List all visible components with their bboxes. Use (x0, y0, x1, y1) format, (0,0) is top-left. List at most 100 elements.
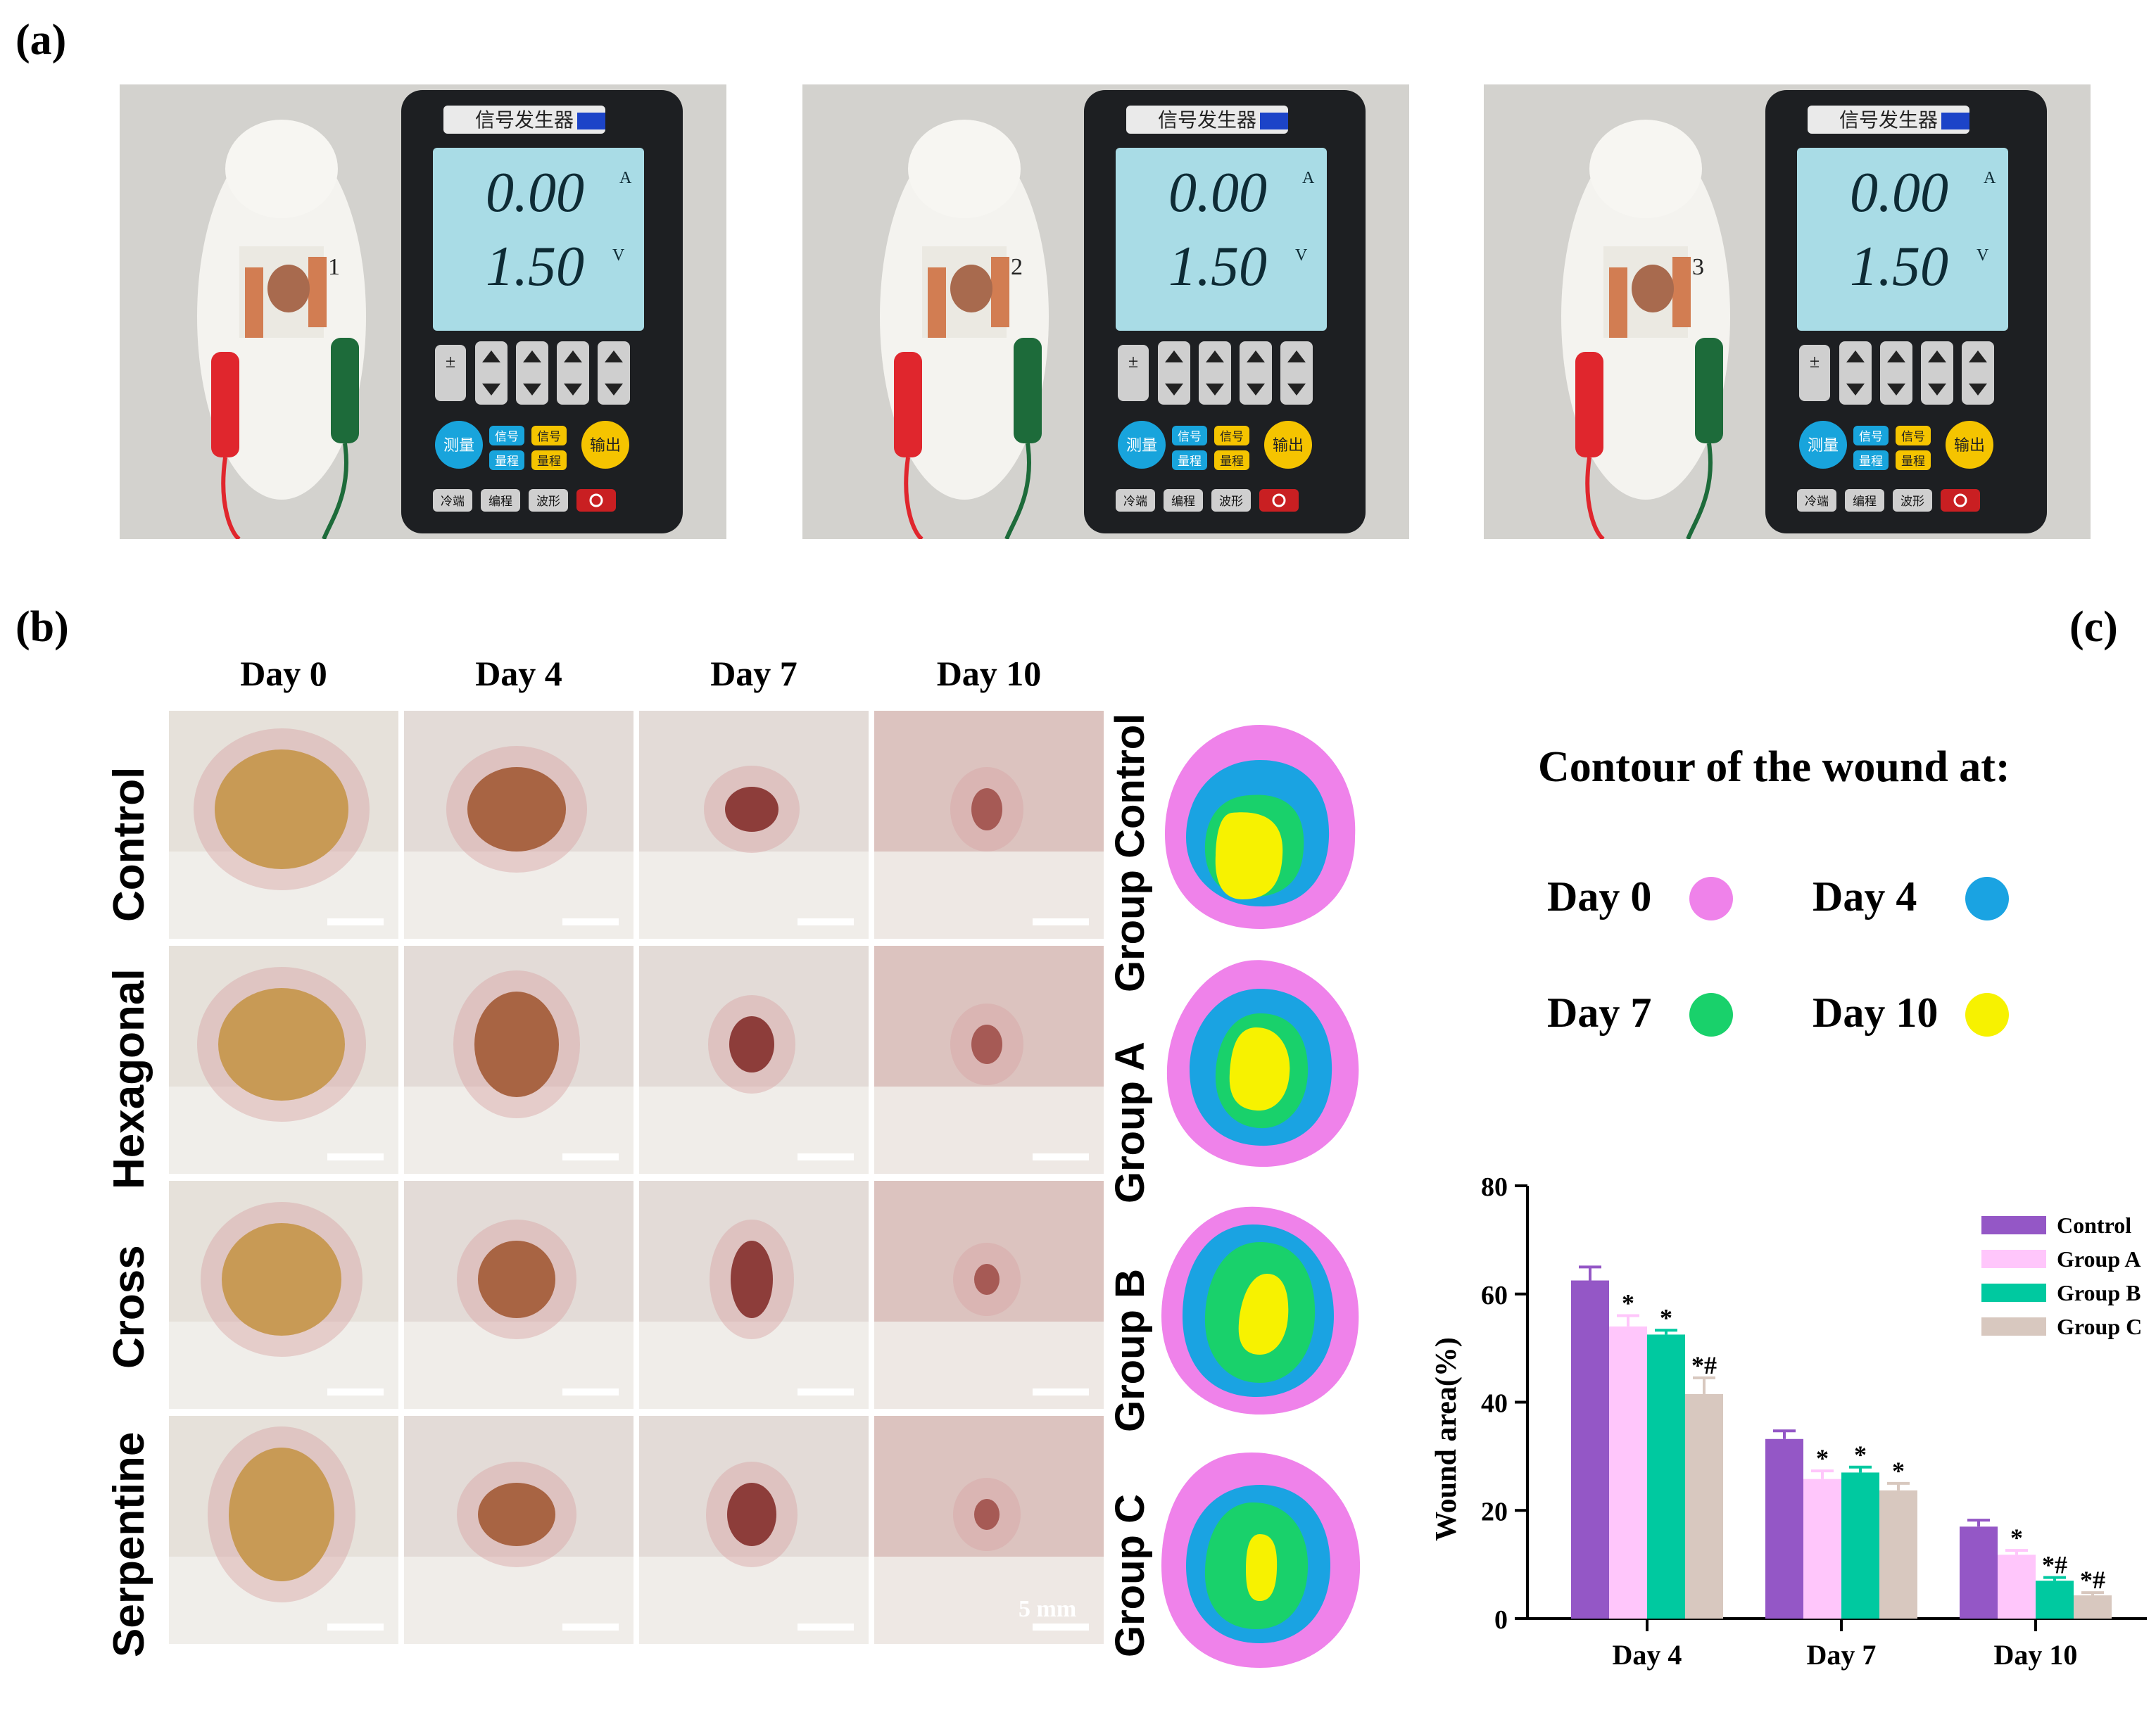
chart-ylabel: Wound area(%) (1430, 1337, 1463, 1541)
group-label-b: Group B (1107, 1269, 1153, 1432)
device-text: 编程 (1171, 495, 1195, 508)
row-label-serpentine: Serpentine (105, 1431, 153, 1657)
copper-electrode-left (1609, 267, 1627, 338)
y-tick-label: 40 (1481, 1389, 1508, 1419)
device-text: 信号 (1859, 430, 1883, 443)
fur-region (874, 1322, 1104, 1409)
x-tick-label: Day 10 (1994, 1639, 2078, 1671)
bar-group-b (2036, 1581, 2074, 1619)
device-text: 1.50 (1850, 236, 1948, 298)
bar-group-c (1685, 1393, 1723, 1619)
device-text: 量程 (495, 455, 519, 468)
mouse-device-photo-1: 1 信号发生器 0.00 A 1.50 V ± (120, 84, 726, 539)
device-text: 输出 (590, 436, 621, 454)
bar-control (1765, 1438, 1803, 1619)
device-text: 编程 (488, 495, 512, 508)
chart-legend: Control Group A Group B Group C (1981, 1213, 2142, 1339)
day-header-2: Day 7 (710, 654, 798, 693)
device-text: 0.00 (486, 162, 584, 224)
scale-bar (562, 918, 619, 925)
device-text: V (1295, 246, 1308, 265)
wound-photo-image (874, 1181, 1104, 1409)
wound-photo-r3-c2 (639, 1416, 869, 1644)
panel-label-c: (c) (2069, 603, 2118, 651)
wound-area (971, 1025, 1002, 1064)
scale-bar (562, 1624, 619, 1631)
group-label-c: Group C (1107, 1494, 1153, 1657)
wound-area (218, 988, 345, 1101)
legend-dot-day4 (1965, 877, 2009, 920)
mouse-number: 1 (328, 254, 340, 280)
device-text: 量程 (1859, 455, 1883, 468)
red-clip (211, 352, 239, 457)
wound-area (971, 788, 1002, 830)
row-label-control: Control (105, 766, 153, 922)
wound-photo-r2-c0 (169, 1181, 398, 1409)
device-text: V (1977, 246, 1989, 265)
legend-swatch-group-a (1981, 1250, 2046, 1268)
wound-photo-image (874, 711, 1104, 939)
wound-photo-r3-c1 (404, 1416, 633, 1644)
x-tick-label: Day 7 (1807, 1639, 1877, 1671)
device-text: 信号 (1178, 430, 1202, 443)
contour-day10 (1246, 1534, 1278, 1601)
green-clip (331, 338, 359, 443)
device-text: 冷端 (1805, 495, 1829, 508)
scale-bar (327, 1153, 384, 1160)
device-text: 量程 (1220, 455, 1244, 468)
significance-mark: * (1892, 1457, 1905, 1485)
mouse-device-photo-2: 2 信号发生器 0.00 A 1.50 V ± (802, 84, 1409, 539)
wound-photo-image (404, 1416, 633, 1644)
fur-region (639, 852, 869, 939)
device-text: 信号 (537, 430, 561, 443)
scale-bar (562, 1388, 619, 1396)
legend-label-day4: Day 4 (1813, 873, 1917, 920)
red-clip (1575, 352, 1603, 457)
copper-electrode-left (928, 267, 946, 338)
wound-photo-image (169, 1181, 398, 1409)
scale-bar (327, 918, 384, 925)
wound-area (478, 1241, 555, 1318)
y-tick-label: 60 (1481, 1281, 1508, 1310)
scale-bar (562, 1153, 619, 1160)
wound-area (731, 1241, 773, 1318)
contour-group-a (1166, 960, 1359, 1167)
lcd-screen (433, 148, 644, 331)
legend-label: Group B (2057, 1280, 2141, 1305)
device-text: 波形 (1219, 495, 1243, 508)
copper-electrode-left (245, 267, 263, 338)
device-text: V (612, 246, 625, 265)
device-text: 量程 (537, 455, 561, 468)
y-tick-label: 20 (1481, 1497, 1508, 1526)
significance-mark: *# (1691, 1351, 1717, 1379)
contour-day10 (1229, 1027, 1290, 1111)
wound-area (467, 767, 566, 852)
wound (267, 265, 310, 312)
wound-photo-r2-c3 (874, 1181, 1104, 1409)
group-label-a: Group A (1107, 1042, 1153, 1203)
wound-photo-image (639, 946, 869, 1174)
device-text: 波形 (1900, 495, 1924, 508)
wound-area (729, 1016, 774, 1072)
wound-photo-image (639, 1181, 869, 1409)
device-text: A (1984, 169, 1996, 187)
panel-label-b: (b) (15, 603, 69, 651)
scale-bar (327, 1388, 384, 1396)
device-text: A (1302, 169, 1315, 187)
device-text: 冷端 (441, 495, 465, 508)
bar-group-b (1647, 1334, 1685, 1619)
mouse-number: 2 (1011, 254, 1023, 280)
scale-bar (798, 1388, 854, 1396)
photo-illustration: 3 信号发生器 0.00 A 1.50 V ± (1484, 84, 2091, 539)
green-clip (1014, 338, 1042, 443)
contour-group-c (1161, 1452, 1361, 1668)
wound-area (229, 1448, 334, 1581)
fur-region (639, 1557, 869, 1644)
bar-group-a (1998, 1555, 2036, 1619)
wound-photo-image (404, 1181, 633, 1409)
mouse-head (908, 120, 1021, 218)
device-text: 1.50 (486, 236, 584, 298)
wound-area (474, 992, 559, 1097)
device-text: 信号发生器 (1158, 109, 1256, 132)
